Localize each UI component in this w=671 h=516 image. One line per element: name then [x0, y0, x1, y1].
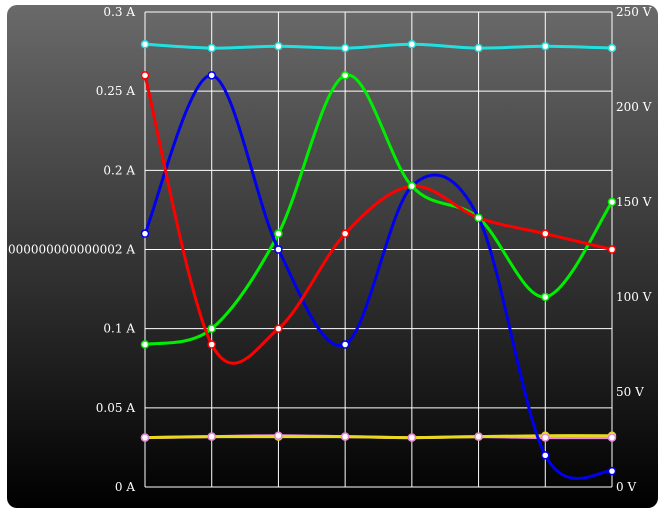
series-line-5 — [143, 434, 614, 440]
right-axis-tick-label: 250 V — [616, 5, 652, 19]
left-axis-tick-label: 0.25 A — [96, 84, 136, 98]
right-axis-tick-label: 100 V — [616, 290, 652, 304]
data-point-series-3 — [140, 340, 150, 349]
data-point-series-3 — [541, 292, 550, 302]
data-point-series-6 — [541, 433, 550, 442]
series-line-3 — [143, 73, 614, 346]
right-axis-tick-label: 0 V — [616, 480, 636, 494]
left-axis-ticks: 0 A 0.05 A 0.1 A 0.15000000000000002 A 0.2 A… — [7, 5, 135, 494]
data-point-series-1 — [207, 340, 216, 349]
data-point-series-1 — [340, 229, 350, 238]
data-point-series-1 — [140, 71, 150, 80]
data-point-series-1 — [607, 245, 617, 254]
right-axis-tick-label: 200 V — [616, 100, 652, 114]
series-lines — [143, 42, 614, 480]
data-point-series-2 — [274, 245, 283, 254]
data-point-series-4 — [140, 40, 150, 49]
data-point-series-6 — [474, 432, 483, 441]
data-point-series-3 — [607, 197, 617, 207]
left-axis-tick-label: 0.2 A — [103, 163, 135, 177]
left-axis-tick-label: 0 A — [115, 480, 135, 494]
series-line-2 — [143, 73, 614, 480]
series-points — [140, 40, 617, 476]
data-point-series-4 — [274, 41, 283, 51]
left-axis-tick-label: 0.15000000000000002 A — [7, 243, 135, 257]
data-point-series-2 — [541, 451, 550, 460]
left-axis-tick-label: 0.1 A — [103, 322, 135, 336]
data-point-series-4 — [407, 40, 417, 49]
data-point-series-6 — [207, 432, 216, 441]
data-point-series-3 — [474, 213, 483, 223]
grid — [144, 11, 613, 488]
data-point-series-2 — [140, 229, 150, 238]
right-axis-tick-label: 50 V — [616, 385, 644, 399]
right-axis-ticks: 0 V 50 V 100 V 150 V 200 V 250 V — [616, 5, 652, 494]
data-point-series-6 — [340, 432, 350, 441]
data-point-series-6 — [407, 433, 417, 442]
data-point-series-2 — [607, 466, 617, 476]
data-point-series-4 — [541, 41, 550, 51]
data-point-series-4 — [474, 43, 483, 53]
data-point-series-4 — [207, 43, 216, 53]
data-point-series-4 — [607, 43, 617, 53]
data-point-series-2 — [340, 340, 350, 349]
data-point-series-3 — [340, 71, 350, 80]
left-axis-tick-label: 0.3 A — [103, 5, 135, 19]
data-point-series-2 — [207, 71, 216, 80]
data-point-series-3 — [207, 324, 216, 333]
data-point-series-6 — [274, 431, 283, 440]
data-point-series-4 — [340, 43, 350, 53]
line-chart: 0 A 0.05 A 0.1 A 0.15000000000000002 A 0.2 A… — [7, 5, 652, 494]
data-point-series-1 — [541, 229, 550, 238]
right-axis-tick-label: 150 V — [616, 195, 652, 209]
data-point-series-6 — [140, 433, 150, 442]
data-point-series-6 — [607, 433, 617, 442]
series-line-4 — [143, 42, 614, 50]
data-point-series-3 — [274, 229, 283, 238]
left-axis-tick-label: 0.05 A — [96, 401, 136, 415]
chart-panel: 0 A 0.05 A 0.1 A 0.15000000000000002 A 0.2 A… — [7, 5, 658, 508]
data-point-series-1 — [274, 324, 283, 333]
data-point-series-3 — [407, 181, 417, 191]
